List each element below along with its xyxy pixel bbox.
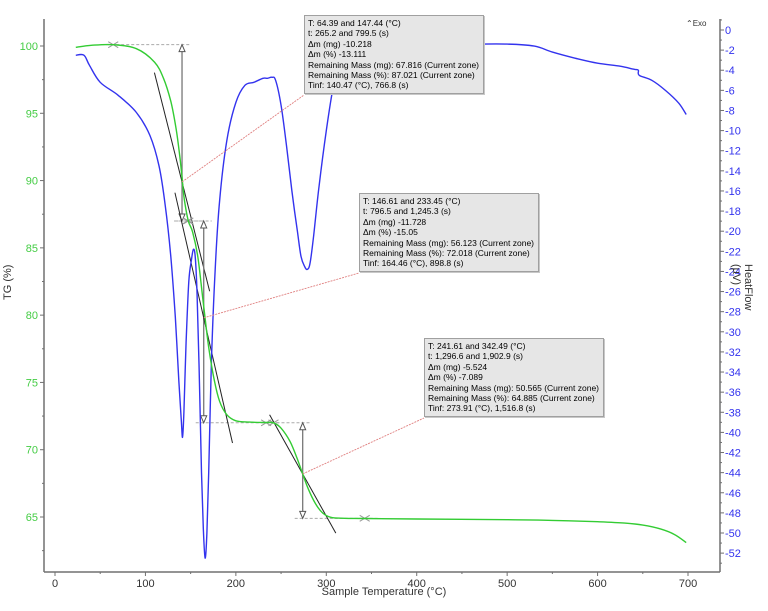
y-tick-label-right: -10 (725, 126, 741, 138)
step-constructions (101, 41, 379, 534)
arrow-up-icon (298, 421, 307, 431)
axes (40, 19, 724, 576)
y-axis-label-left: TG (%) (2, 264, 14, 300)
annot-line: Δm (mg) -10.218 (308, 38, 372, 49)
y-tick-label-left: 70 (26, 445, 38, 457)
step-1-annotation[interactable]: T: 64.39 and 147.44 (°C) t: 265.2 and 79… (304, 15, 485, 94)
x-axis-label: Sample Temperature (°C) (321, 586, 447, 598)
annot-line: Tinf: 273.91 (°C), 1,516.8 (s) (428, 403, 536, 414)
y-tick-label-right: -26 (725, 287, 741, 299)
y-tick-label-left: 65 (26, 512, 38, 524)
y-tick-label-right: -52 (725, 548, 741, 560)
annot-line: Remaining Mass (mg): 67.816 (Current zon… (308, 59, 480, 70)
y-tick-label-right: -32 (725, 347, 741, 359)
annot-line: T: 146.61 and 233.45 (°C) (363, 196, 461, 206)
annot-line: T: 64.39 and 147.44 (°C) (308, 18, 401, 28)
y-tick-label-right: 0 (725, 25, 731, 37)
annot-line: Remaining Mass (mg): 50.565 (Current zon… (428, 382, 600, 393)
annot-line: Δm (%) -15.05 (363, 227, 418, 238)
annot-line: Δm (mg) -5.524 (428, 361, 488, 372)
annot-line: Remaining Mass (%): 72.018 (Current zone… (363, 248, 530, 259)
step-construction (101, 41, 211, 292)
y-tick-label-right: -16 (725, 186, 741, 198)
annot-line: Remaining Mass (%): 64.885 (Current zone… (428, 393, 595, 404)
y-tick-label-right: -6 (725, 85, 735, 97)
tg-curve (75, 43, 687, 544)
annot-line: Tinf: 164.46 (°C), 898.8 (s) (363, 258, 464, 269)
y-tick-label-right: -14 (725, 166, 741, 178)
step-construction (261, 414, 379, 534)
x-tick-label: 200 (227, 578, 245, 590)
y-tick-label-left: 100 (20, 41, 38, 53)
y-tick-label-right: -34 (725, 367, 741, 379)
annot-line: t: 796.5 and 1,245.3 (s) (363, 206, 451, 217)
step-2-annotation[interactable]: T: 146.61 and 233.45 (°C) t: 796.5 and 1… (359, 193, 540, 272)
arrow-down-icon (199, 415, 208, 425)
arrow-down-icon (298, 510, 307, 520)
annot-line: Δm (%) -13.111 (308, 49, 367, 60)
y-tick-label-right: -4 (725, 65, 735, 77)
y-tick-label-right: -42 (725, 448, 741, 460)
x-tick-label: 400 (408, 578, 426, 590)
exo-label: Exo (692, 19, 707, 28)
heatflow-curve (75, 32, 687, 559)
x-tick-label: 500 (498, 578, 516, 590)
y-tick-label-right: -2 (725, 45, 735, 57)
x-tick-label: 700 (679, 578, 697, 590)
y-tick-label-right: -18 (725, 206, 741, 218)
y-tick-label-right: -12 (725, 146, 741, 158)
tick-labels: 0 100 200 300 400 500 600 700 65 70 75 80 85 90 95 100 0… (20, 25, 741, 590)
y-tick-label-left: 90 (26, 176, 38, 188)
annotation-leader (203, 272, 360, 319)
y-tick-label-right: -38 (725, 407, 741, 419)
exo-arrow-icon: ⌃ (686, 19, 693, 28)
y-tick-label-left: 85 (26, 243, 38, 255)
x-tick-label: 100 (136, 578, 154, 590)
annot-line: Remaining Mass (mg): 56.123 (Current zon… (363, 237, 535, 248)
annot-line: Tinf: 140.47 (°C), 766.8 (s) (308, 80, 409, 91)
annot-line: Δm (%) -7.089 (428, 372, 483, 383)
y-tick-label-right: -20 (725, 226, 741, 238)
inflection-tangent (174, 192, 233, 444)
onset-marker-icon (182, 217, 193, 225)
annot-line: T: 241.61 and 342.49 (°C) (428, 341, 526, 351)
y-tick-label-right: -28 (725, 307, 741, 319)
step-3-annotation[interactable]: T: 241.61 and 342.49 (°C) t: 1,296.6 and… (424, 338, 605, 417)
annot-line: Δm (mg) -11.728 (363, 216, 427, 227)
y-tick-label-right: -22 (725, 246, 741, 258)
arrow-up-icon (178, 43, 186, 53)
y-tick-label-right: -44 (725, 468, 741, 480)
annot-line: t: 265.2 and 799.5 (s) (308, 28, 389, 39)
annotation-leader (302, 417, 425, 475)
annotation-leader (181, 94, 305, 183)
y-tick-label-right: -50 (725, 528, 741, 540)
y-tick-label-right: -46 (725, 488, 741, 500)
exo-indicator: ⌃Exo (686, 19, 707, 28)
y-tick-label-right: -48 (725, 508, 741, 520)
y-tick-label-left: 95 (26, 108, 38, 120)
x-tick-label: 300 (317, 578, 335, 590)
y-tick-label-right: -36 (725, 387, 741, 399)
x-tick-label: 600 (588, 578, 606, 590)
y-tick-label-left: 80 (26, 310, 38, 322)
y-tick-label-right: -8 (725, 105, 735, 117)
annot-line: t: 1,296.6 and 1,902.9 (s) (428, 351, 523, 362)
y-tick-label-right: -30 (725, 327, 741, 339)
y-tick-label-left: 75 (26, 377, 38, 389)
arrow-up-icon (199, 219, 208, 229)
y-axis-label-right: HeatFlow (µV) (730, 264, 754, 311)
annotation-leaders (181, 94, 425, 475)
curves (75, 32, 687, 559)
y-tick-label-right: -24 (725, 266, 741, 278)
y-tick-label-right: -40 (725, 427, 741, 439)
annot-line: Remaining Mass (%): 87.021 (Current zone… (308, 70, 475, 81)
step-construction (174, 192, 281, 444)
x-tick-label: 0 (52, 578, 58, 590)
